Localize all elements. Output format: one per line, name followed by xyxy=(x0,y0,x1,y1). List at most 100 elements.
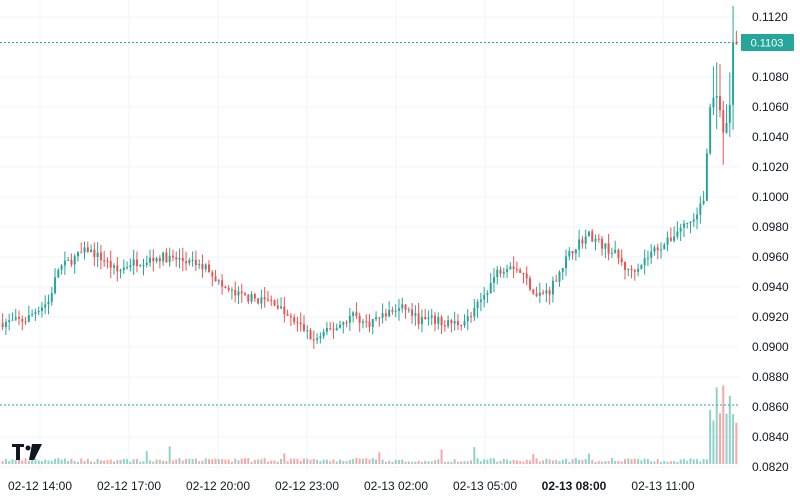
candle-body xyxy=(555,280,558,282)
volume-bar xyxy=(502,458,505,464)
volume-bar xyxy=(548,459,551,464)
volume-bar xyxy=(21,460,24,464)
volume-bar xyxy=(126,459,129,464)
candle-body xyxy=(57,269,60,278)
volume-bar xyxy=(532,454,535,464)
candle-body xyxy=(24,321,27,323)
candle-body xyxy=(384,313,387,317)
candle-body xyxy=(181,257,184,262)
volume-bar xyxy=(476,458,479,464)
y-tick-label: 0.0880 xyxy=(752,370,789,384)
volume-bar xyxy=(224,459,227,464)
y-tick-label: 0.1120 xyxy=(752,10,788,24)
volume-bar xyxy=(348,460,351,464)
volume-bar xyxy=(496,461,499,464)
volume-bar xyxy=(722,385,725,464)
volume-bar xyxy=(335,461,338,464)
volume-bar xyxy=(565,458,568,464)
volume-bar xyxy=(253,460,256,464)
volume-bar xyxy=(673,461,676,464)
volume-bar xyxy=(240,458,243,464)
candle-body xyxy=(276,305,279,309)
volume-bar xyxy=(466,461,469,464)
candle-body xyxy=(289,315,292,318)
candle-body xyxy=(407,309,410,311)
volume-bar xyxy=(165,461,168,464)
candle-body xyxy=(11,319,14,321)
volume-bar xyxy=(247,458,250,464)
volume-bar xyxy=(86,458,89,464)
candle-body xyxy=(316,338,319,340)
candle-body xyxy=(551,280,554,295)
candle-body xyxy=(574,249,577,254)
volume-bar xyxy=(558,461,561,464)
volume-bar xyxy=(712,420,715,464)
candle-body xyxy=(1,323,4,328)
candle-body xyxy=(656,247,659,251)
candle-body xyxy=(623,261,626,270)
volume-bar xyxy=(414,461,417,464)
volume-bar xyxy=(594,461,597,464)
volume-bar xyxy=(24,458,27,464)
candle-body xyxy=(584,236,587,244)
volume-bar xyxy=(119,459,122,464)
candle-body xyxy=(18,317,21,320)
candle-body xyxy=(502,271,505,274)
candle-body xyxy=(420,316,423,325)
candle-body xyxy=(378,317,381,319)
candle-body xyxy=(306,330,309,332)
candle-body xyxy=(466,316,469,322)
volume-bar xyxy=(332,459,335,464)
candle-body xyxy=(240,291,243,294)
candle-body xyxy=(414,313,417,316)
volume-bar xyxy=(80,458,83,464)
candle-body xyxy=(54,277,57,294)
candle-body xyxy=(119,270,122,272)
candle-body xyxy=(165,252,168,263)
volume-bar xyxy=(109,459,112,464)
candle-body xyxy=(496,269,499,278)
candle-body xyxy=(96,252,99,258)
candle-body xyxy=(411,309,414,316)
candle-body xyxy=(67,259,70,261)
volume-bar xyxy=(283,453,286,464)
candle-body xyxy=(453,321,456,324)
candle-body xyxy=(152,257,155,262)
candles xyxy=(1,5,738,349)
volume-bar xyxy=(486,459,489,464)
volume-bar xyxy=(499,460,502,464)
candle-body xyxy=(728,104,731,123)
candle-body xyxy=(221,280,224,287)
candle-body xyxy=(302,324,305,331)
volume-bar xyxy=(309,459,312,464)
candle-body xyxy=(103,260,106,262)
volume-bar xyxy=(679,459,682,464)
volume-bar xyxy=(571,459,574,464)
volume-bar xyxy=(653,461,656,464)
candle-body xyxy=(522,272,525,274)
volume-bar xyxy=(149,460,152,464)
volume-bar xyxy=(443,461,446,464)
candle-body xyxy=(286,314,289,316)
candle-body xyxy=(565,256,568,269)
y-tick-label: 0.1000 xyxy=(752,190,789,204)
volume-bar xyxy=(299,460,302,464)
volume-bar xyxy=(40,461,43,464)
volume-bar xyxy=(509,460,512,464)
volume-bar xyxy=(686,460,689,464)
candle-body xyxy=(247,294,250,302)
candle-body xyxy=(171,255,174,258)
volume-bar xyxy=(293,458,296,464)
candle-body xyxy=(548,290,551,295)
volume-bar xyxy=(99,460,102,464)
volume-bar xyxy=(316,459,319,464)
candle-body xyxy=(525,273,528,279)
candle-body xyxy=(162,252,165,262)
volume-bar xyxy=(90,461,93,464)
volume-bar xyxy=(14,459,17,464)
volume-bar xyxy=(273,460,276,464)
volume-bar xyxy=(185,459,188,464)
candle-body xyxy=(188,260,191,264)
volume-bar xyxy=(8,461,11,464)
candle-body xyxy=(486,293,489,296)
